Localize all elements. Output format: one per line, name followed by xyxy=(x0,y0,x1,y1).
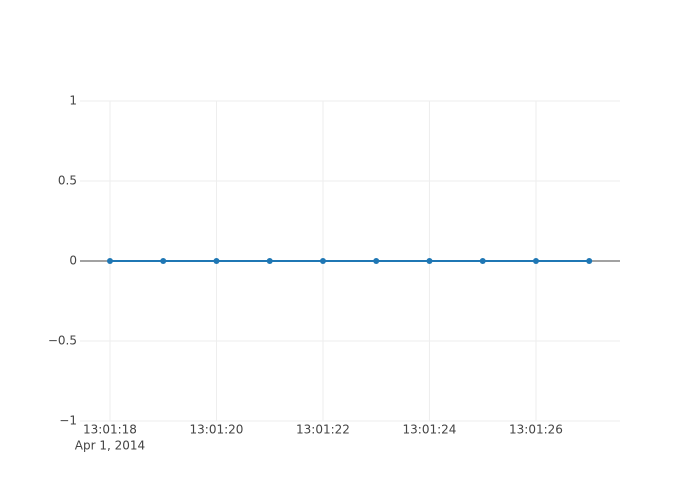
y-tick-label: 0.5 xyxy=(58,174,77,188)
marker xyxy=(160,258,167,264)
y-tick-label: −0.5 xyxy=(48,334,77,348)
marker xyxy=(586,258,593,264)
x-date-label: Apr 1, 2014 xyxy=(75,439,145,453)
marker xyxy=(479,258,486,264)
marker xyxy=(213,258,220,264)
marker xyxy=(319,258,326,264)
marker xyxy=(106,258,113,264)
y-tick-label: −1 xyxy=(59,414,77,428)
marker xyxy=(266,258,273,264)
x-tick-label: 13:01:26 xyxy=(509,423,563,437)
marker xyxy=(373,258,380,264)
x-tick-label: 13:01:20 xyxy=(190,423,244,437)
y-tick-label: 0 xyxy=(69,254,77,268)
x-tick-label: 13:01:24 xyxy=(403,423,457,437)
x-tick-label: 13:01:22 xyxy=(296,423,350,437)
marker xyxy=(426,258,433,264)
x-tick-label: 13:01:18 xyxy=(83,423,137,437)
y-tick-label: 1 xyxy=(69,94,77,108)
marker xyxy=(532,258,539,264)
